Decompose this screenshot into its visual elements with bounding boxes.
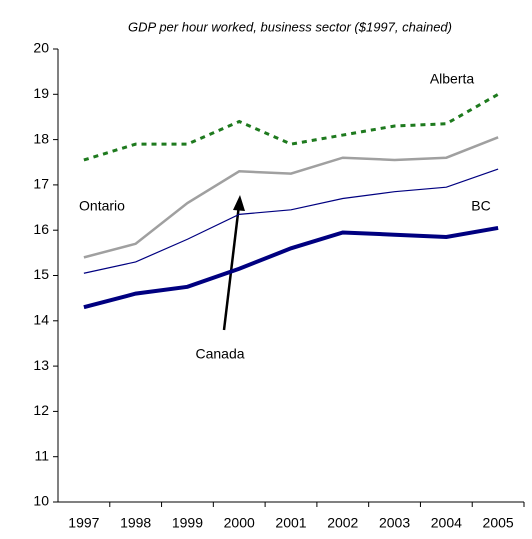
- y-tick-label: 11: [34, 447, 49, 463]
- x-tick-label: 2005: [483, 515, 514, 531]
- x-tick-label: 2000: [224, 515, 255, 531]
- y-tick-label: 14: [33, 312, 49, 328]
- series-label: Ontario: [79, 198, 125, 214]
- annotation-arrow: [222, 204, 241, 331]
- y-tick-label: 16: [33, 221, 49, 237]
- chart-title: GDP per hour worked, business sector ($1…: [128, 19, 452, 34]
- series-label: BC: [471, 198, 490, 214]
- y-tick-label: 18: [33, 130, 49, 146]
- series-label: Canada: [195, 346, 244, 362]
- arrow-head: [233, 195, 245, 211]
- y-tick-label: 12: [33, 402, 49, 418]
- x-tick-label: 2003: [379, 515, 410, 531]
- x-tick-label: 2001: [275, 515, 306, 531]
- y-tick-label: 17: [33, 176, 49, 192]
- x-tick-label: 1999: [172, 515, 203, 531]
- series-line: [83, 225, 499, 310]
- series-line: [83, 168, 499, 274]
- x-tick-label: 2002: [327, 515, 358, 531]
- x-tick-label: 1997: [68, 515, 99, 531]
- y-tick-label: 15: [33, 266, 49, 282]
- series-label: Alberta: [430, 71, 475, 87]
- y-tick-label: 10: [33, 493, 49, 509]
- y-tick-label: 19: [33, 85, 49, 101]
- x-tick-label: 2004: [431, 515, 462, 531]
- series-line: [83, 92, 499, 162]
- series-line: [83, 136, 499, 259]
- x-tick-label: 1998: [120, 515, 151, 531]
- y-tick-label: 13: [33, 357, 49, 373]
- y-tick-label: 20: [33, 40, 49, 56]
